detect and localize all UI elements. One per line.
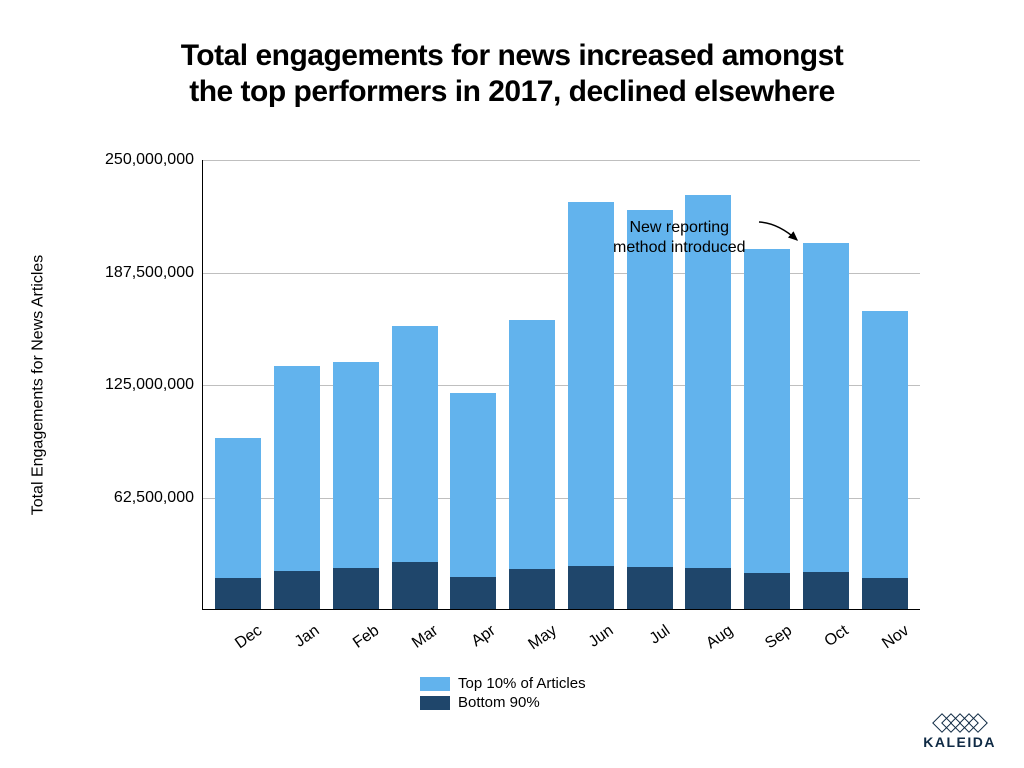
legend-swatch-icon xyxy=(420,696,450,710)
bar-segment-top10 xyxy=(862,311,908,577)
bar-nov xyxy=(855,160,914,609)
x-tick-label: Jun xyxy=(586,622,617,652)
title-line-2: the top performers in 2017, declined els… xyxy=(0,74,1024,110)
y-tick-label: 62,500,000 xyxy=(90,489,194,507)
bar-may xyxy=(503,160,562,609)
x-label-slot: Jun xyxy=(561,614,620,632)
x-tick-label: Aug xyxy=(703,622,737,653)
y-tick-label: 125,000,000 xyxy=(90,376,194,394)
bar-sep xyxy=(738,160,797,609)
bar-apr xyxy=(444,160,503,609)
y-tick-label: 250,000,000 xyxy=(90,151,194,169)
bar-segment-top10 xyxy=(274,366,320,571)
x-label-slot: Jan xyxy=(267,614,326,632)
bar-dec xyxy=(209,160,268,609)
x-label-slot: May xyxy=(502,614,561,632)
annotation-line-1: New reporting xyxy=(613,218,746,238)
chart-area: 62,500,000125,000,000187,500,000250,000,… xyxy=(90,160,920,610)
legend-label: Top 10% of Articles xyxy=(458,675,586,692)
bar-segment-bottom90 xyxy=(450,577,496,609)
bar-segment-top10 xyxy=(333,362,379,567)
bars-container xyxy=(203,160,920,609)
bar-segment-bottom90 xyxy=(509,569,555,610)
x-label-slot: Feb xyxy=(326,614,385,632)
x-tick-label: Jul xyxy=(647,622,674,648)
x-label-slot: Mar xyxy=(384,614,443,632)
x-label-slot: Sep xyxy=(737,614,796,632)
x-tick-label: Nov xyxy=(879,622,913,653)
x-tick-labels: DecJanFebMarAprMayJunJulAugSepOctNov xyxy=(202,614,920,632)
legend-item: Top 10% of Articles xyxy=(420,675,586,692)
chart-title: Total engagements for news increased amo… xyxy=(0,0,1024,110)
bar-segment-top10 xyxy=(509,320,555,568)
bar-segment-top10 xyxy=(627,210,673,566)
x-label-slot: Aug xyxy=(679,614,738,632)
bar-segment-top10 xyxy=(744,249,790,573)
bar-mar xyxy=(385,160,444,609)
x-tick-label: Oct xyxy=(822,622,853,651)
annotation-line-2: method introduced xyxy=(613,238,746,258)
bar-segment-bottom90 xyxy=(862,578,908,610)
bar-segment-bottom90 xyxy=(685,568,731,609)
x-tick-label: Mar xyxy=(409,622,442,653)
bar-segment-bottom90 xyxy=(215,578,261,609)
legend-swatch-icon xyxy=(420,677,450,691)
bar-oct xyxy=(797,160,856,609)
bar-segment-bottom90 xyxy=(803,572,849,609)
y-axis-label: Total Engagements for News Articles xyxy=(28,160,48,610)
x-label-slot: Dec xyxy=(208,614,267,632)
bar-segment-top10 xyxy=(568,202,614,566)
x-tick-label: Sep xyxy=(762,622,796,653)
logo-mark-icon xyxy=(923,716,996,730)
legend-label: Bottom 90% xyxy=(458,694,540,711)
x-label-slot: Jul xyxy=(620,614,679,632)
y-tick-label: 187,500,000 xyxy=(90,264,194,282)
x-label-slot: Oct xyxy=(796,614,855,632)
x-tick-label: Feb xyxy=(350,622,383,653)
bar-jan xyxy=(268,160,327,609)
plot-area: New reporting method introduced xyxy=(202,160,920,610)
annotation-text: New reporting method introduced xyxy=(613,218,746,258)
bar-segment-bottom90 xyxy=(568,566,614,609)
brand-logo: KALEIDA xyxy=(923,716,996,750)
bar-segment-bottom90 xyxy=(627,567,673,609)
legend-item: Bottom 90% xyxy=(420,694,586,711)
bar-segment-top10 xyxy=(215,438,261,578)
x-label-slot: Apr xyxy=(443,614,502,632)
x-tick-label: May xyxy=(526,622,561,654)
logo-text: KALEIDA xyxy=(923,734,996,750)
title-line-1: Total engagements for news increased amo… xyxy=(0,38,1024,74)
legend: Top 10% of Articles Bottom 90% xyxy=(420,675,586,713)
x-tick-label: Dec xyxy=(232,622,266,653)
x-tick-label: Apr xyxy=(469,622,500,651)
bar-feb xyxy=(327,160,386,609)
bar-jun xyxy=(562,160,621,609)
bar-segment-top10 xyxy=(392,326,438,562)
bar-segment-bottom90 xyxy=(274,571,320,609)
bar-segment-top10 xyxy=(450,393,496,577)
bar-segment-bottom90 xyxy=(333,568,379,609)
bar-segment-bottom90 xyxy=(392,562,438,609)
x-label-slot: Nov xyxy=(855,614,914,632)
bar-segment-bottom90 xyxy=(744,573,790,609)
bar-segment-top10 xyxy=(803,243,849,572)
x-tick-label: Jan xyxy=(292,622,323,652)
